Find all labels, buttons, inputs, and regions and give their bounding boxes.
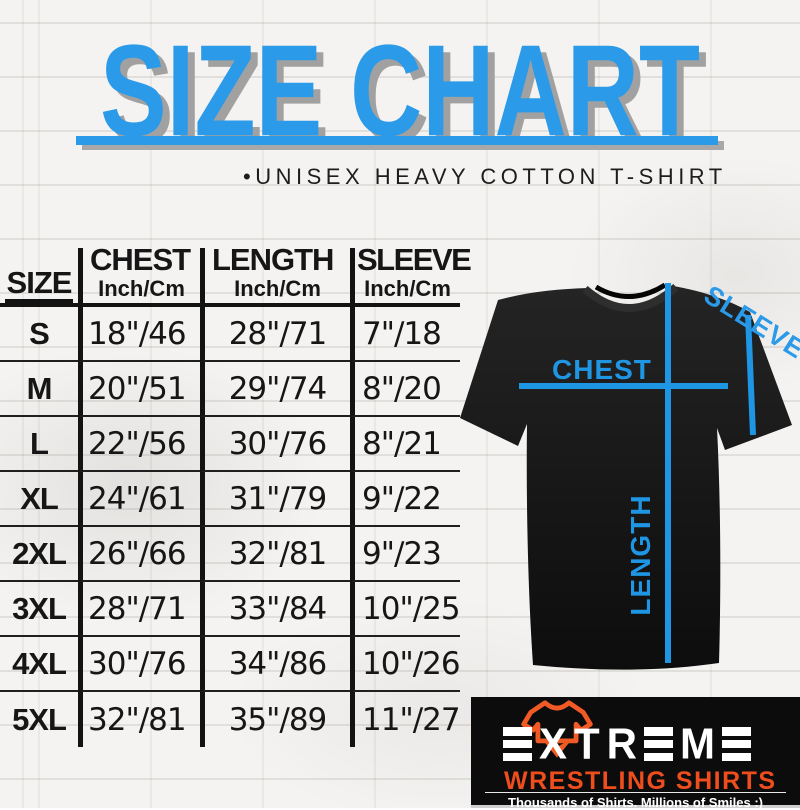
- sleeve-value: 10"/25: [350, 582, 461, 637]
- size-column-header-cell: SIZE: [0, 248, 78, 307]
- length-value: 33"/84: [200, 582, 350, 637]
- size-table: SIZE CHEST Inch/Cm LENGTH Inch/Cm SLEEVE…: [0, 244, 472, 747]
- length-value: 28"/71: [200, 307, 350, 362]
- size-label: 2XL: [0, 527, 78, 582]
- size-label: S: [0, 307, 78, 362]
- logo-tshirt-icon: [521, 700, 593, 758]
- size-column-header: SIZE: [4, 267, 74, 303]
- size-label: 4XL: [0, 637, 78, 692]
- sleeve-value: 7"/18: [350, 307, 460, 362]
- collar-inner-line: [594, 282, 667, 299]
- length-value: 30"/76: [200, 417, 350, 472]
- tshirt-diagram: CHEST LENGTH SLEEVE: [455, 262, 800, 672]
- chest-column-unit: Inch/Cm: [98, 275, 185, 301]
- length-value: 31"/79: [200, 472, 350, 527]
- chest-measure-label: CHEST: [552, 354, 652, 385]
- logo-tagline: Thousands of Shirts. Millions of Smiles …: [508, 795, 763, 810]
- tshirt-illustration: CHEST LENGTH SLEEVE: [460, 280, 800, 670]
- length-value: 32"/81: [200, 527, 350, 582]
- chest-value: 26"/66: [78, 527, 200, 582]
- length-column-unit: Inch/Cm: [234, 275, 321, 301]
- chest-value: 22"/56: [78, 417, 200, 472]
- page-title: SIZE CHART: [100, 18, 700, 164]
- chest-value: 32"/81: [78, 692, 200, 747]
- page-subtitle: •UNISEX HEAVY COTTON T-SHIRT: [243, 164, 727, 189]
- sleeve-value: 8"/21: [350, 417, 460, 472]
- sleeve-value: 9"/22: [350, 472, 460, 527]
- size-label: M: [0, 362, 78, 417]
- size-label: L: [0, 417, 78, 472]
- title-underline-bar: [76, 136, 718, 145]
- chest-value: 28"/71: [78, 582, 200, 637]
- logo-brand-sub: WRESTLING SHIRTS: [504, 767, 777, 795]
- chest-value: 20"/51: [78, 362, 200, 417]
- size-label: 3XL: [0, 582, 78, 637]
- size-label: XL: [0, 472, 78, 527]
- sleeve-column-header-cell: SLEEVE Inch/Cm: [350, 244, 472, 307]
- chest-column-header: CHEST: [90, 242, 191, 277]
- size-label: 5XL: [12, 701, 67, 737]
- length-value: 29"/74: [200, 362, 350, 417]
- sleeve-measure-line: [745, 314, 756, 436]
- sleeve-value: 11"/27: [350, 692, 461, 747]
- sleeve-value: 8"/20: [350, 362, 460, 417]
- chest-value: 30"/76: [78, 637, 200, 692]
- logo-divider: [485, 792, 786, 793]
- length-measure-label: LENGTH: [625, 494, 656, 615]
- chest-value: 18"/46: [78, 307, 200, 362]
- length-column-header: LENGTH: [212, 242, 334, 277]
- sleeve-column-header: SLEEVE: [357, 242, 472, 277]
- sleeve-column-unit: Inch/Cm: [364, 275, 451, 301]
- length-value: 35"/89: [200, 692, 350, 747]
- chest-column-header-cell: CHEST Inch/Cm: [78, 244, 200, 307]
- length-value: 34"/86: [200, 637, 350, 692]
- tshirt-silhouette: [460, 286, 792, 670]
- sleeve-value: 10"/26: [350, 637, 461, 692]
- length-column-header-cell: LENGTH Inch/Cm: [200, 244, 350, 307]
- chest-value: 24"/61: [78, 472, 200, 527]
- sleeve-value: 9"/23: [350, 527, 460, 582]
